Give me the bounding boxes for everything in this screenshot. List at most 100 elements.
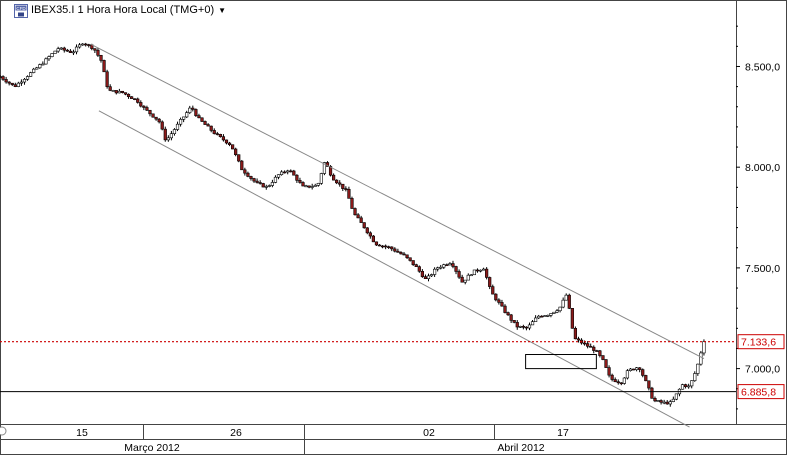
candle-body bbox=[683, 384, 688, 387]
candle-body bbox=[411, 260, 415, 265]
candle-body bbox=[197, 115, 201, 119]
candle-body bbox=[377, 244, 382, 247]
candle-body bbox=[521, 326, 525, 328]
candle-body bbox=[185, 112, 189, 118]
candle-body bbox=[307, 185, 311, 188]
candle-body bbox=[347, 188, 351, 199]
candle-body bbox=[32, 68, 36, 73]
candle-body bbox=[674, 393, 679, 400]
candle-body bbox=[218, 133, 222, 137]
scroll-handle-icon[interactable] bbox=[0, 426, 7, 436]
candle-body bbox=[592, 346, 596, 351]
candle-body bbox=[662, 401, 666, 404]
candle-body bbox=[279, 171, 284, 175]
candle-body bbox=[650, 387, 654, 399]
candle-body bbox=[273, 176, 278, 183]
y-tick-label: 8.000,0 bbox=[745, 162, 780, 174]
candle-body bbox=[203, 121, 207, 125]
candle-body bbox=[234, 148, 238, 155]
candle-body bbox=[35, 67, 39, 70]
candle-body bbox=[451, 263, 455, 267]
candle-body bbox=[53, 50, 57, 54]
candle-body bbox=[267, 185, 271, 187]
candle-body bbox=[102, 60, 106, 73]
candle-body bbox=[139, 102, 143, 107]
candle-body bbox=[374, 241, 379, 246]
candle-body bbox=[93, 48, 97, 51]
candle-body bbox=[537, 315, 541, 319]
candle-body bbox=[561, 299, 565, 308]
candle-body bbox=[552, 311, 556, 314]
candle-body bbox=[491, 286, 495, 295]
candle-body bbox=[77, 44, 82, 48]
candle-body bbox=[426, 275, 431, 279]
candle-body bbox=[399, 252, 403, 255]
candle-body bbox=[466, 274, 470, 281]
candle-body bbox=[338, 182, 342, 185]
candle-body bbox=[405, 254, 409, 259]
candle-body bbox=[693, 373, 697, 381]
candle-body bbox=[175, 123, 180, 130]
candle-body bbox=[687, 385, 691, 388]
candle-body bbox=[188, 107, 192, 113]
horizontal-level-tag bbox=[737, 384, 785, 400]
candle-body bbox=[224, 139, 229, 144]
candle-body bbox=[96, 49, 100, 56]
caret-down-icon[interactable]: ▼ bbox=[218, 5, 227, 15]
candle-body bbox=[298, 180, 302, 183]
candle-body bbox=[221, 136, 226, 141]
candle-body bbox=[178, 119, 183, 125]
drawn-rectangle[interactable] bbox=[525, 354, 597, 370]
x-tick-label: 17 bbox=[557, 427, 569, 439]
candle-body bbox=[534, 317, 538, 322]
candle-body bbox=[191, 107, 195, 110]
candle-body bbox=[316, 183, 320, 186]
candle-body bbox=[702, 341, 706, 354]
candle-body bbox=[283, 171, 287, 174]
candle-body bbox=[475, 269, 480, 272]
cfd-badge-icon: CFD bbox=[14, 4, 28, 18]
candle-body bbox=[638, 367, 642, 370]
candle-body bbox=[151, 113, 155, 118]
candle-body bbox=[380, 245, 385, 248]
candle-body bbox=[576, 338, 581, 341]
candle-body bbox=[469, 274, 473, 277]
candle-body bbox=[117, 90, 121, 94]
chart-title: IBEX35.I 1 Hora Hora Local (TMG+0) bbox=[31, 4, 215, 16]
candle-body bbox=[622, 377, 626, 384]
candle-body bbox=[512, 320, 516, 323]
candle-body bbox=[56, 48, 60, 52]
candle-body bbox=[7, 81, 11, 84]
candle-body bbox=[604, 359, 608, 368]
y-tick-label: 7.500,0 bbox=[745, 263, 780, 275]
candle-body bbox=[589, 346, 593, 348]
candle-body bbox=[206, 124, 210, 127]
candle-body bbox=[145, 107, 149, 111]
candle-body bbox=[16, 82, 20, 87]
channel-upper-line[interactable] bbox=[90, 43, 705, 359]
candle-body bbox=[301, 182, 305, 187]
channel-lower-line[interactable] bbox=[98, 110, 690, 428]
candle-body bbox=[249, 176, 253, 179]
candle-body bbox=[123, 92, 128, 95]
chart-header[interactable]: CFD IBEX35.I 1 Hora Hora Local (TMG+0) ▼ bbox=[0, 0, 226, 20]
candle-body bbox=[601, 355, 605, 360]
candle-body bbox=[255, 180, 259, 183]
candle-body bbox=[160, 121, 164, 130]
candle-body bbox=[641, 369, 645, 376]
candle-body bbox=[341, 183, 345, 189]
candle-body bbox=[332, 174, 336, 181]
candle-body bbox=[497, 299, 501, 303]
candle-body bbox=[524, 326, 529, 329]
candle-body bbox=[680, 384, 685, 390]
month-label: Abril 2012 bbox=[497, 442, 544, 454]
candle-body bbox=[656, 400, 660, 402]
candle-body bbox=[628, 368, 633, 371]
candle-body bbox=[243, 169, 247, 174]
candle-body bbox=[631, 368, 636, 371]
candle-body bbox=[59, 47, 63, 50]
candle-body bbox=[328, 166, 333, 176]
